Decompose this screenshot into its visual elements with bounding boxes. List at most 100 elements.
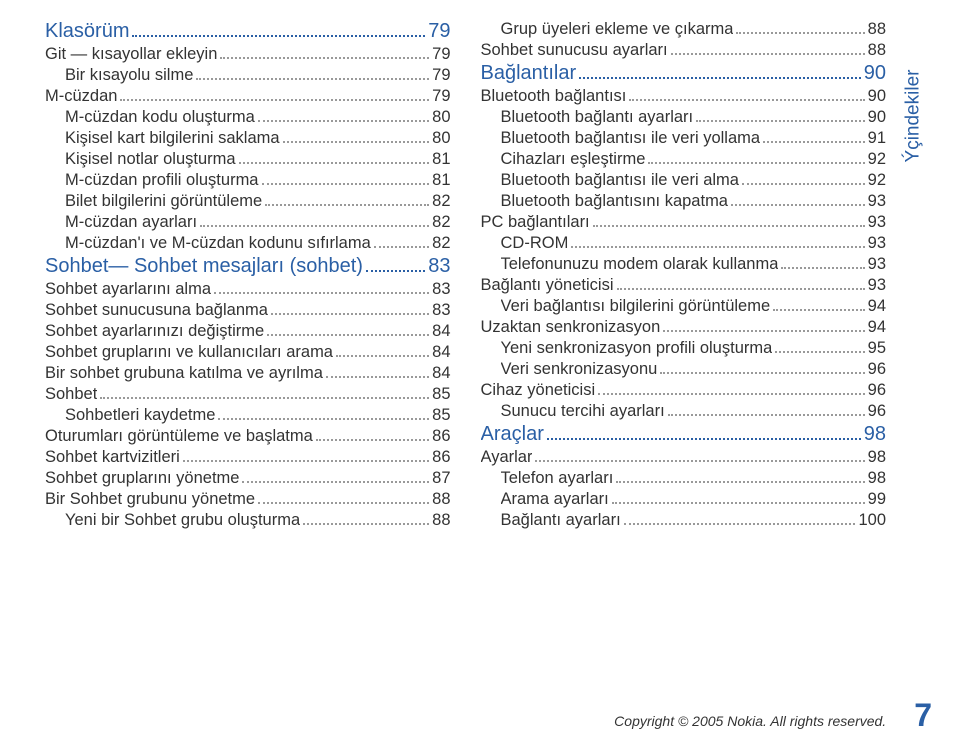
toc-entry[interactable]: Bilet bilgilerini görüntüleme82 <box>45 192 451 211</box>
toc-page-number: 81 <box>432 150 450 169</box>
toc-dots <box>326 376 429 378</box>
toc-entry[interactable]: Grup üyeleri ekleme ve çıkarma 88 <box>481 20 887 39</box>
toc-entry[interactable]: M-cüzdan profili oluşturma81 <box>45 171 451 190</box>
toc-entry[interactable]: Bluetooth bağlantısını kapatma93 <box>481 192 887 211</box>
toc-entry[interactable]: Telefon ayarları98 <box>481 469 887 488</box>
toc-label: Sohbet kartvizitleri <box>45 448 180 467</box>
toc-entry[interactable]: Ayarlar98 <box>481 448 887 467</box>
toc-entry[interactable]: M-cüzdan79 <box>45 87 451 106</box>
toc-entry[interactable]: Bir kısayolu silme79 <box>45 66 451 85</box>
toc-entry[interactable]: Uzaktan senkronizasyon94 <box>481 318 887 337</box>
toc-entry[interactable]: Bluetooth bağlantı ayarları90 <box>481 108 887 127</box>
toc-dots <box>663 330 864 332</box>
toc-section[interactable]: Sohbet— Sohbet mesajları (sohbet)83 <box>45 255 451 278</box>
toc-entry[interactable]: Kişisel notlar oluşturma81 <box>45 150 451 169</box>
toc-label: Bir Sohbet grubunu yönetme <box>45 490 255 509</box>
toc-dots <box>132 35 425 37</box>
toc-entry[interactable]: Veri bağlantısı bilgilerini görüntüleme9… <box>481 297 887 316</box>
toc-page-number: 93 <box>868 276 886 295</box>
toc-entry[interactable]: Bağlantı yöneticisi93 <box>481 276 887 295</box>
toc-page-number: 82 <box>432 213 450 232</box>
toc-dots <box>763 141 865 143</box>
toc-label: Sohbet sunucusuna bağlanma <box>45 301 268 320</box>
toc-entry[interactable]: Sohbet gruplarını yönetme87 <box>45 469 451 488</box>
toc-page-number: 87 <box>432 469 450 488</box>
toc-entry[interactable]: M-cüzdan'ı ve M-cüzdan kodunu sıfırlama8… <box>45 234 451 253</box>
toc-page-number: 93 <box>868 192 886 211</box>
toc-entry[interactable]: Yeni bir Sohbet grubu oluşturma 88 <box>45 511 451 530</box>
toc-entry[interactable]: Git — kısayollar ekleyin79 <box>45 45 451 64</box>
toc-label: Sohbet sunucusu ayarları <box>481 41 668 60</box>
toc-page-number: 80 <box>432 108 450 127</box>
toc-entry[interactable]: CD-ROM93 <box>481 234 887 253</box>
toc-entry[interactable]: Sohbet85 <box>45 385 451 404</box>
toc-page-number: 93 <box>868 255 886 274</box>
toc-entry[interactable]: Sohbet ayarlarını alma83 <box>45 280 451 299</box>
toc-page-number: 91 <box>868 129 886 148</box>
toc-dots <box>668 414 865 416</box>
toc-dots <box>593 225 865 227</box>
toc-label: Sohbetleri kaydetme <box>65 406 215 425</box>
toc-section[interactable]: Araçlar98 <box>481 423 887 446</box>
toc-entry[interactable]: PC bağlantıları93 <box>481 213 887 232</box>
toc-entry[interactable]: Sunucu tercihi ayarları96 <box>481 402 887 421</box>
toc-entry[interactable]: Bir Sohbet grubunu yönetme88 <box>45 490 451 509</box>
toc-label: Veri bağlantısı bilgilerini görüntüleme <box>501 297 771 316</box>
toc-label: Bağlantı ayarları <box>501 511 621 530</box>
toc-page-number: 96 <box>868 402 886 421</box>
toc-label: M-cüzdan profili oluşturma <box>65 171 259 190</box>
toc-dots <box>271 313 429 315</box>
toc-entry[interactable]: Yeni senkronizasyon profili oluşturma95 <box>481 339 887 358</box>
toc-dots <box>736 32 864 34</box>
toc-dots <box>267 334 429 336</box>
toc-page-number: 88 <box>868 41 886 60</box>
toc-page-number: 86 <box>432 427 450 446</box>
toc-entry[interactable]: Bir sohbet grubuna katılma ve ayrılma84 <box>45 364 451 383</box>
toc-entry[interactable]: M-cüzdan ayarları82 <box>45 213 451 232</box>
toc-entry[interactable]: Telefonunuzu modem olarak kullanma93 <box>481 255 887 274</box>
toc-dots <box>336 355 429 357</box>
toc-section[interactable]: Klasörüm79 <box>45 20 451 43</box>
toc-entry[interactable]: Sohbetleri kaydetme85 <box>45 406 451 425</box>
toc-dots <box>303 523 429 525</box>
toc-entry[interactable]: Arama ayarları99 <box>481 490 887 509</box>
toc-page-number: 88 <box>868 20 886 39</box>
toc-entry[interactable]: Cihaz yöneticisi96 <box>481 381 887 400</box>
toc-dots <box>196 78 429 80</box>
toc-page-number: 96 <box>868 381 886 400</box>
toc-page-number: 80 <box>432 129 450 148</box>
toc-page-number: 94 <box>868 318 886 337</box>
toc-entry[interactable]: Bluetooth bağlantısı ile veri alma92 <box>481 171 887 190</box>
toc-page-number: 95 <box>868 339 886 358</box>
toc-entry[interactable]: Sohbet kartvizitleri86 <box>45 448 451 467</box>
toc-entry[interactable]: Oturumları görüntüleme ve başlatma86 <box>45 427 451 446</box>
toc-entry[interactable]: Sohbet gruplarını ve kullanıcıları arama… <box>45 343 451 362</box>
toc-entry[interactable]: Veri senkronizasyonu96 <box>481 360 887 379</box>
toc-section[interactable]: Bağlantılar90 <box>481 62 887 85</box>
toc-entry[interactable]: Cihazları eşleştirme92 <box>481 150 887 169</box>
page-number: 7 <box>914 697 932 734</box>
toc-entry[interactable]: M-cüzdan kodu oluşturma80 <box>45 108 451 127</box>
toc-dots <box>571 246 864 248</box>
toc-page-number: 79 <box>432 87 450 106</box>
toc-label: Yeni bir Sohbet grubu oluşturma <box>65 511 300 530</box>
sidebar: Ýçindekiler <box>916 20 940 532</box>
toc-entry[interactable]: Kişisel kart bilgilerini saklama80 <box>45 129 451 148</box>
toc-column-right: Grup üyeleri ekleme ve çıkarma88Sohbet s… <box>481 20 887 532</box>
toc-label: Bağlantılar <box>481 62 577 85</box>
toc-entry[interactable]: Sohbet ayarlarınızı değiştirme84 <box>45 322 451 341</box>
toc-page-number: 83 <box>432 280 450 299</box>
toc-entry[interactable]: Bağlantı ayarları100 <box>481 511 887 530</box>
toc-entry[interactable]: Sohbet sunucusuna bağlanma83 <box>45 301 451 320</box>
toc-dots <box>731 204 865 206</box>
toc-dots <box>696 120 865 122</box>
toc-page-number: 88 <box>432 511 450 530</box>
toc-entry[interactable]: Sohbet sunucusu ayarları 88 <box>481 41 887 60</box>
toc-dots <box>535 460 864 462</box>
toc-label: Grup üyeleri ekleme ve çıkarma <box>501 20 734 39</box>
toc-page-number: 84 <box>432 364 450 383</box>
toc-entry[interactable]: Bluetooth bağlantısı ile veri yollama91 <box>481 129 887 148</box>
toc-page-number: 98 <box>868 448 886 467</box>
toc-entry[interactable]: Bluetooth bağlantısı90 <box>481 87 887 106</box>
toc-dots <box>258 120 429 122</box>
